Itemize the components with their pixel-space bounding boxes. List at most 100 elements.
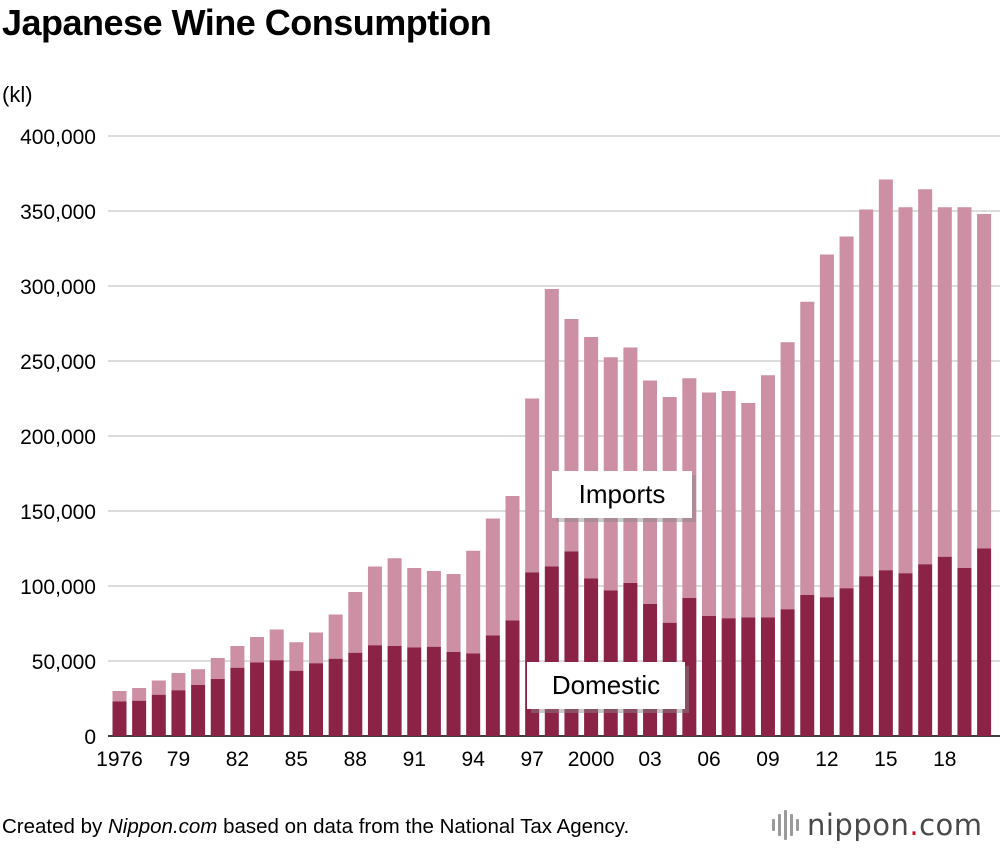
bar-domestic-2008 (741, 617, 756, 736)
bar-domestic-1985 (289, 670, 304, 736)
bar-domestic-1991 (407, 647, 422, 736)
y-tick-label: 350,000 (20, 201, 96, 224)
bar-imports-1995 (485, 518, 500, 636)
bar-imports-1981 (210, 658, 225, 679)
bar-imports-2009 (760, 375, 775, 618)
x-tick-label: 97 (520, 748, 543, 771)
bar-imports-1977 (132, 688, 147, 701)
bar-imports-2011 (800, 301, 815, 595)
bar-imports-1996 (505, 496, 520, 621)
bar-imports-1992 (426, 571, 441, 647)
imports-label: Imports (552, 471, 696, 522)
bar-domestic-1986 (309, 663, 323, 736)
x-tick-label: 06 (697, 748, 720, 771)
bar-domestic-1996 (505, 620, 520, 736)
bar-imports-2020 (977, 214, 992, 549)
stacked-bar-chart: 0 50,000 100,000 150,000 200,000 250,000 300,0… (20, 126, 1000, 771)
bar-imports-2014 (859, 209, 874, 577)
bar-domestic-2018 (937, 556, 952, 736)
x-tick-label: 94 (462, 748, 486, 771)
x-tick-label: 85 (285, 748, 308, 771)
bar-imports-2012 (819, 254, 834, 598)
bar-imports-1985 (289, 642, 304, 671)
imports-label-text: Imports (579, 479, 666, 509)
footer-source-name: Nippon.com (107, 815, 218, 838)
bar-domestic-1994 (466, 653, 481, 736)
x-tick-label: 03 (638, 748, 661, 771)
x-tick-label: 88 (344, 748, 367, 771)
x-tick-label: 82 (226, 748, 249, 771)
bar-domestic-1984 (269, 660, 284, 736)
bar-domestic-2016 (898, 573, 913, 736)
x-tick-label: 18 (933, 748, 956, 771)
bar-domestic-2007 (721, 618, 736, 736)
bar-imports-2008 (741, 403, 756, 618)
bar-imports-2006 (702, 392, 716, 616)
bar-domestic-1978 (151, 694, 166, 736)
bar-domestic-2010 (780, 609, 795, 736)
bar-imports-1984 (269, 629, 284, 661)
bar-domestic-1988 (348, 652, 363, 736)
bar-domestic-1981 (210, 679, 225, 736)
bar-imports-2000 (584, 337, 599, 579)
bar-imports-2010 (780, 342, 795, 610)
bar-imports-2017 (918, 189, 933, 565)
x-tick-label: 1976 (96, 748, 143, 771)
bar-domestic-2014 (859, 576, 874, 736)
domestic-label-text: Domestic (552, 670, 660, 700)
x-tick-label: 91 (403, 748, 426, 771)
bar-domestic-1993 (446, 652, 461, 736)
y-tick-label: 100,000 (20, 576, 96, 599)
bar-domestic-1977 (132, 700, 147, 736)
bar-imports-2002 (623, 347, 638, 583)
bar-imports-2019 (957, 207, 972, 568)
bar-imports-2015 (878, 179, 893, 571)
y-tick-label: 200,000 (20, 426, 96, 449)
y-axis-unit-label: (kl) (2, 82, 33, 107)
bar-imports-1994 (466, 550, 481, 654)
x-tick-label: 12 (815, 748, 838, 771)
y-tick-label: 250,000 (20, 351, 96, 374)
bar-imports-1982 (230, 646, 245, 668)
bar-domestic-1990 (387, 646, 402, 736)
x-axis-ticks: 1976 79 82 85 88 91 94 97 2000 03 06 09 12 15 18 (96, 748, 956, 771)
y-tick-label: 400,000 (20, 126, 96, 149)
bar-imports-1976 (112, 691, 127, 702)
y-tick-label: 0 (84, 726, 96, 749)
bar-imports-2018 (937, 207, 952, 557)
bar-imports-1980 (191, 669, 206, 685)
x-tick-label: 15 (874, 748, 897, 771)
bar-domestic-2012 (819, 597, 834, 736)
y-tick-label: 150,000 (20, 501, 96, 524)
bar-domestic-2011 (800, 595, 815, 736)
bar-domestic-2009 (760, 617, 775, 736)
bar-imports-1990 (387, 558, 402, 646)
bar-domestic-1982 (230, 667, 245, 736)
series-labels: Imports Domestic (527, 471, 696, 713)
bar-domestic-1979 (171, 690, 186, 736)
bar-domestic-2002 (623, 583, 638, 736)
y-tick-label: 300,000 (20, 276, 96, 299)
bar-domestic-1987 (328, 658, 343, 736)
bar-domestic-2013 (839, 588, 854, 736)
bar-imports-2016 (898, 207, 913, 574)
bar-imports-2013 (839, 236, 854, 589)
logo-wordmark: nippon.com (807, 808, 983, 842)
x-tick-label: 09 (756, 748, 779, 771)
bar-domestic-2017 (918, 564, 933, 736)
bar-imports-1989 (367, 566, 382, 646)
source-footer: Created by Nippon.com based on data from… (2, 815, 629, 839)
bar-domestic-1976 (112, 701, 127, 736)
bar-domestic-2005 (682, 598, 697, 736)
x-tick-label: 79 (167, 748, 190, 771)
bar-domestic-2020 (977, 548, 992, 736)
x-tick-label: 2000 (568, 748, 615, 771)
chart-title: Japanese Wine Consumption (2, 2, 492, 43)
bar-domestic-1989 (367, 645, 382, 736)
footer-prefix: Created by (2, 815, 108, 838)
bar-imports-2007 (721, 391, 736, 619)
bar-imports-1993 (446, 574, 461, 652)
footer-suffix: based on data from the National Tax Agen… (217, 815, 630, 838)
bar-imports-1987 (328, 614, 343, 659)
y-tick-label: 50,000 (32, 651, 96, 674)
